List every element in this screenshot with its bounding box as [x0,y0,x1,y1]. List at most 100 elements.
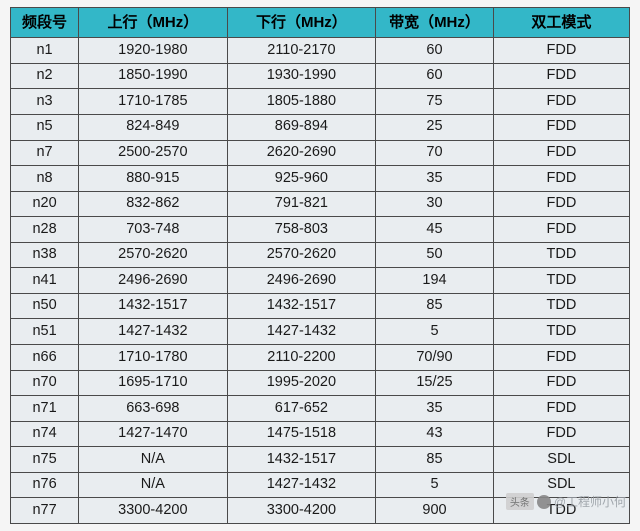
table-cell: 617-652 [227,396,376,422]
table-cell: 45 [376,217,494,243]
table-cell: 2570-2620 [227,242,376,268]
table-row: n501432-15171432-151785TDD [11,293,630,319]
table-cell: FDD [493,191,629,217]
table-cell: 15/25 [376,370,494,396]
table-row: n21850-19901930-199060FDD [11,63,630,89]
table-cell: 75 [376,89,494,115]
table-cell: 703-748 [79,217,228,243]
table-cell: 1432-1517 [227,293,376,319]
table-row: n382570-26202570-262050TDD [11,242,630,268]
table-cell: FDD [493,114,629,140]
watermark-author: @工程师小何 [554,493,626,510]
table-cell: n2 [11,63,79,89]
table-cell: FDD [493,89,629,115]
table-cell: 1920-1980 [79,38,228,64]
table-cell: 1695-1710 [79,370,228,396]
table-cell: 2110-2200 [227,345,376,371]
table-cell: 1995-2020 [227,370,376,396]
table-cell: 832-862 [79,191,228,217]
table-cell: N/A [79,447,228,473]
table-cell: 43 [376,421,494,447]
table-cell: 50 [376,242,494,268]
table-row: n72500-25702620-269070FDD [11,140,630,166]
table-cell: N/A [79,472,228,498]
col-duplex: 双工模式 [493,8,629,38]
table-cell: 2620-2690 [227,140,376,166]
table-cell: 25 [376,114,494,140]
table-row: n701695-17101995-202015/25FDD [11,370,630,396]
table-cell: SDL [493,447,629,473]
table-cell: n5 [11,114,79,140]
table-cell: n66 [11,345,79,371]
band-table: 频段号 上行（MHz） 下行（MHz） 带宽（MHz） 双工模式 n11920-… [10,7,630,524]
table-row: n412496-26902496-2690194TDD [11,268,630,294]
table-cell: n50 [11,293,79,319]
table-cell: 2110-2170 [227,38,376,64]
table-row: n75N/A1432-151785SDL [11,447,630,473]
table-row: n31710-17851805-188075FDD [11,89,630,115]
table-cell: n75 [11,447,79,473]
table-cell: TDD [493,268,629,294]
table-cell: 5 [376,319,494,345]
table-cell: 925-960 [227,166,376,192]
table-cell: 2496-2690 [79,268,228,294]
table-cell: n74 [11,421,79,447]
col-bandwidth: 带宽（MHz） [376,8,494,38]
table-row: n8880-915925-96035FDD [11,166,630,192]
table-cell: FDD [493,345,629,371]
table-cell: 1427-1432 [227,319,376,345]
table-row: n20832-862791-82130FDD [11,191,630,217]
table-cell: n8 [11,166,79,192]
table-row: n11920-19802110-217060FDD [11,38,630,64]
table-cell: 1930-1990 [227,63,376,89]
table-cell: 70 [376,140,494,166]
table-cell: n28 [11,217,79,243]
table-cell: TDD [493,242,629,268]
table-row: n28703-748758-80345FDD [11,217,630,243]
table-cell: 60 [376,63,494,89]
table-cell: FDD [493,421,629,447]
table-row: n511427-14321427-14325TDD [11,319,630,345]
table-cell: FDD [493,396,629,422]
table-cell: 1710-1780 [79,345,228,371]
table-cell: 1475-1518 [227,421,376,447]
table-cell: 869-894 [227,114,376,140]
table-cell: 880-915 [79,166,228,192]
table-cell: TDD [493,319,629,345]
table-cell: 1427-1470 [79,421,228,447]
table-cell: n71 [11,396,79,422]
table-body: n11920-19802110-217060FDDn21850-19901930… [11,38,630,524]
table-cell: FDD [493,63,629,89]
table-cell: TDD [493,293,629,319]
table-cell: 1710-1785 [79,89,228,115]
table-row: n661710-17802110-220070/90FDD [11,345,630,371]
table-cell: FDD [493,166,629,192]
headline-badge: 头条 [506,493,534,510]
col-downlink: 下行（MHz） [227,8,376,38]
table-cell: n38 [11,242,79,268]
table-cell: 1427-1432 [227,472,376,498]
table-cell: n41 [11,268,79,294]
col-band: 频段号 [11,8,79,38]
table-cell: n3 [11,89,79,115]
table-cell: 1805-1880 [227,89,376,115]
avatar-icon [537,495,551,509]
table-cell: 758-803 [227,217,376,243]
table-row: n741427-14701475-151843FDD [11,421,630,447]
table-cell: FDD [493,370,629,396]
table-header: 频段号 上行（MHz） 下行（MHz） 带宽（MHz） 双工模式 [11,8,630,38]
table-row: n71663-698617-65235FDD [11,396,630,422]
table-cell: 1432-1517 [227,447,376,473]
table-cell: n1 [11,38,79,64]
table-cell: n7 [11,140,79,166]
table-cell: 60 [376,38,494,64]
table-row: n5824-849869-89425FDD [11,114,630,140]
table-cell: n76 [11,472,79,498]
table-cell: 1850-1990 [79,63,228,89]
table-cell: 35 [376,396,494,422]
table-cell: 35 [376,166,494,192]
table-cell: FDD [493,38,629,64]
table-cell: 194 [376,268,494,294]
table-cell: 85 [376,293,494,319]
table-cell: 2570-2620 [79,242,228,268]
